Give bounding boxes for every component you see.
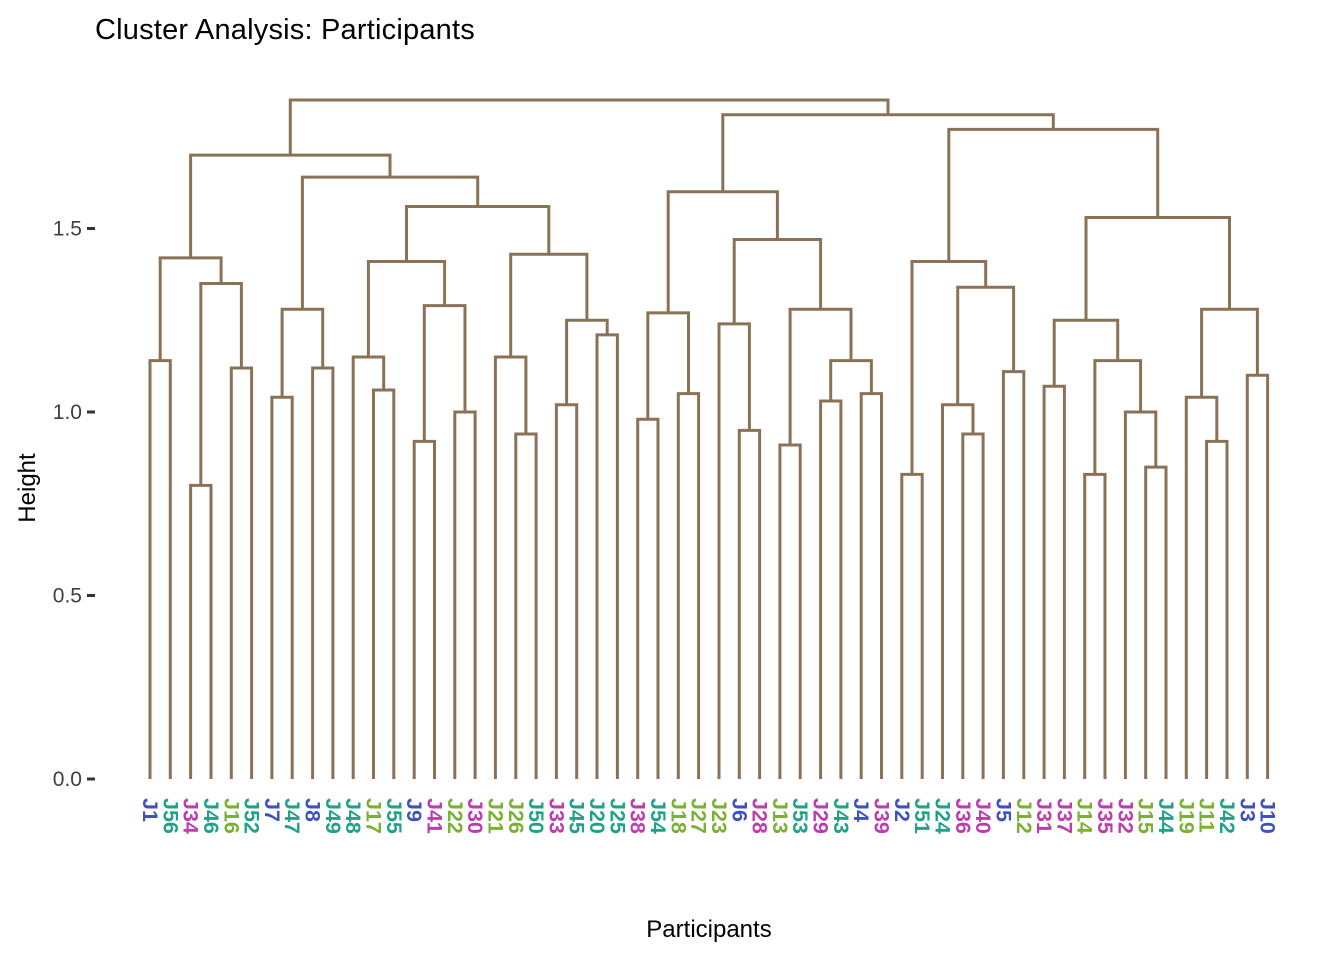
leaf-label-J23: J23	[707, 798, 731, 834]
leaf-label-J13: J13	[768, 798, 792, 834]
leaf-label-J53: J53	[788, 798, 812, 834]
leaf-label-J50: J50	[524, 798, 548, 834]
leaf-label-J16: J16	[219, 798, 243, 834]
leaf-label-J31: J31	[1032, 798, 1056, 834]
y-tick-label: 1.5	[53, 218, 82, 241]
leaf-label-J2: J2	[890, 798, 914, 822]
leaf-label-J54: J54	[646, 798, 670, 834]
leaf-label-J18: J18	[666, 798, 690, 834]
leaf-label-J1: J1	[138, 798, 162, 822]
dendrogram-links	[148, 98, 1270, 779]
y-tick-label: 0.0	[53, 768, 82, 791]
leaf-label-J21: J21	[483, 798, 507, 834]
leaf-label-J39: J39	[870, 798, 894, 834]
x-axis-label: Participants	[646, 916, 772, 943]
y-tick-label: 1.0	[53, 401, 82, 424]
leaf-label-J22: J22	[443, 798, 467, 834]
leaf-label-J19: J19	[1174, 798, 1198, 834]
leaf-label-J30: J30	[463, 798, 487, 834]
leaf-label-J40: J40	[971, 798, 995, 834]
leaf-label-J25: J25	[605, 798, 629, 834]
leaf-label-J15: J15	[1134, 798, 1158, 834]
leaf-label-J47: J47	[280, 798, 304, 834]
leaf-label-J9: J9	[402, 798, 426, 822]
y-tick-label: 0.5	[53, 585, 82, 608]
leaf-label-J51: J51	[910, 798, 934, 834]
leaf-label-J45: J45	[565, 798, 589, 834]
leaf-label-J27: J27	[687, 798, 711, 834]
leaf-label-J56: J56	[158, 798, 182, 834]
leaf-label-J6: J6	[727, 798, 751, 822]
leaf-label-J37: J37	[1052, 798, 1076, 834]
leaf-label-J7: J7	[260, 798, 284, 822]
leaf-label-J52: J52	[240, 798, 264, 834]
leaf-label-J38: J38	[626, 798, 650, 834]
leaf-label-J42: J42	[1215, 798, 1239, 834]
leaf-label-J17: J17	[362, 798, 386, 834]
leaf-label-J36: J36	[951, 798, 975, 834]
leaf-label-J48: J48	[341, 798, 365, 834]
leaf-label-J26: J26	[504, 798, 528, 834]
leaf-label-J24: J24	[930, 798, 954, 834]
leaf-label-J32: J32	[1113, 798, 1137, 834]
leaf-label-J33: J33	[544, 798, 568, 834]
leaf-label-J14: J14	[1073, 798, 1097, 834]
leaf-label-J11: J11	[1195, 798, 1219, 833]
leaf-label-J44: J44	[1154, 798, 1178, 834]
leaf-label-J8: J8	[301, 798, 325, 822]
leaf-label-J28: J28	[748, 798, 772, 834]
leaf-label-J12: J12	[1012, 798, 1036, 834]
leaf-label-J4: J4	[849, 798, 873, 822]
leaf-label-J43: J43	[829, 798, 853, 834]
leaf-label-J49: J49	[321, 798, 345, 834]
leaf-label-J41: J41	[422, 798, 446, 834]
chart-title: Cluster Analysis: Participants	[95, 14, 475, 46]
leaf-label-J20: J20	[585, 798, 609, 834]
leaf-label-J10: J10	[1256, 798, 1280, 834]
leaf-label-J55: J55	[382, 798, 406, 834]
leaf-label-J35: J35	[1093, 798, 1117, 834]
leaf-label-J34: J34	[179, 798, 203, 834]
leaf-label-J5: J5	[991, 798, 1015, 822]
leaf-label-J29: J29	[809, 798, 833, 834]
leaf-label-J46: J46	[199, 798, 223, 834]
leaf-label-J3: J3	[1235, 798, 1259, 822]
